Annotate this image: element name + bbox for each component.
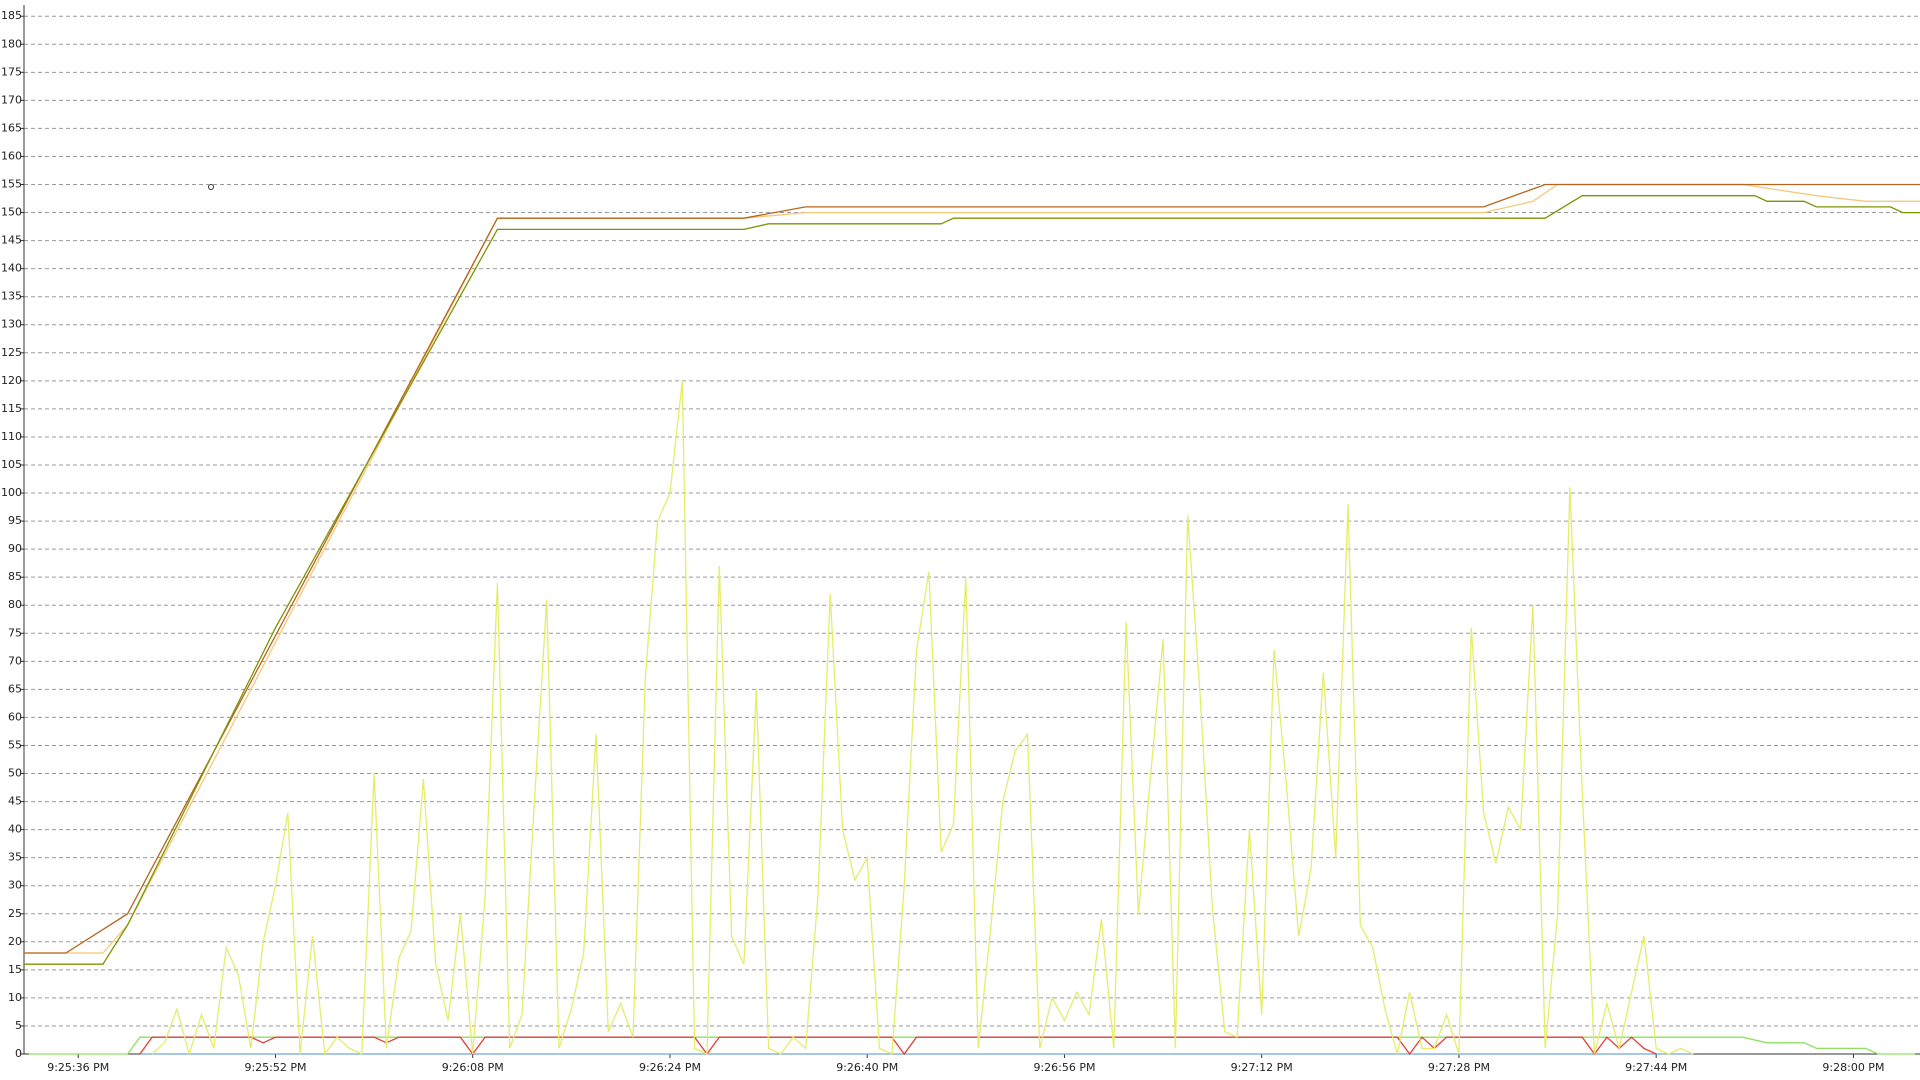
y-tick-label: 80 <box>8 598 22 611</box>
series-line <box>151 380 1694 1057</box>
x-tick-label: 9:26:24 PM <box>639 1061 701 1074</box>
y-tick-label: 45 <box>8 795 22 808</box>
y-tick-label: 95 <box>8 514 22 527</box>
y-tick-label: 130 <box>1 318 22 331</box>
y-tick-label: 30 <box>8 879 22 892</box>
cursor-marker <box>208 184 214 190</box>
y-tick-label: 165 <box>1 121 22 134</box>
y-tick-label: 125 <box>1 346 22 359</box>
y-tick-label: 85 <box>8 570 22 583</box>
y-tick-label: 55 <box>8 738 22 751</box>
y-tick-label: 155 <box>1 178 22 191</box>
y-tick-label: 0 <box>15 1047 22 1060</box>
y-tick-label: 185 <box>1 9 22 22</box>
x-tick-label: 9:25:52 PM <box>244 1061 306 1074</box>
y-tick-label: 110 <box>1 430 22 443</box>
x-tick-label: 9:26:08 PM <box>442 1061 504 1074</box>
x-tick-label: 9:28:00 PM <box>1822 1061 1884 1074</box>
x-tick-label: 9:27:12 PM <box>1231 1061 1293 1074</box>
y-tick-label: 100 <box>1 486 22 499</box>
series-line <box>24 183 1920 954</box>
y-tick-label: 105 <box>1 458 22 471</box>
y-tick-label: 160 <box>1 149 22 162</box>
series-line <box>24 195 1920 965</box>
series-line <box>28 1036 1916 1055</box>
y-tick-label: 150 <box>1 206 22 219</box>
y-tick-label: 65 <box>8 682 22 695</box>
y-tick-label: 120 <box>1 374 22 387</box>
y-tick-label: 40 <box>8 823 22 836</box>
y-tick-label: 5 <box>15 1019 22 1032</box>
y-tick-label: 15 <box>8 963 22 976</box>
x-tick-label: 9:27:44 PM <box>1625 1061 1687 1074</box>
series-line <box>139 1036 1657 1056</box>
y-tick-label: 20 <box>8 935 22 948</box>
y-tick-label: 140 <box>1 262 22 275</box>
x-tick-label: 9:27:28 PM <box>1428 1061 1490 1074</box>
y-tick-label: 135 <box>1 290 22 303</box>
x-tick-label: 9:25:36 PM <box>47 1061 109 1074</box>
x-tick-label: 9:26:56 PM <box>1033 1061 1095 1074</box>
y-tick-label: 180 <box>1 37 22 50</box>
y-tick-label: 75 <box>8 626 22 639</box>
y-tick-label: 175 <box>1 65 22 78</box>
y-tick-label: 60 <box>8 710 22 723</box>
x-tick-label: 9:26:40 PM <box>836 1061 898 1074</box>
y-tick-label: 90 <box>8 542 22 555</box>
series-line <box>24 183 1920 954</box>
y-tick-label: 115 <box>1 402 22 415</box>
y-tick-label: 10 <box>8 991 22 1004</box>
y-tick-label: 70 <box>8 654 22 667</box>
y-tick-label: 25 <box>8 907 22 920</box>
y-tick-label: 50 <box>8 767 22 780</box>
y-tick-label: 145 <box>1 234 22 247</box>
y-tick-label: 170 <box>1 93 22 106</box>
y-tick-label: 35 <box>8 851 22 864</box>
